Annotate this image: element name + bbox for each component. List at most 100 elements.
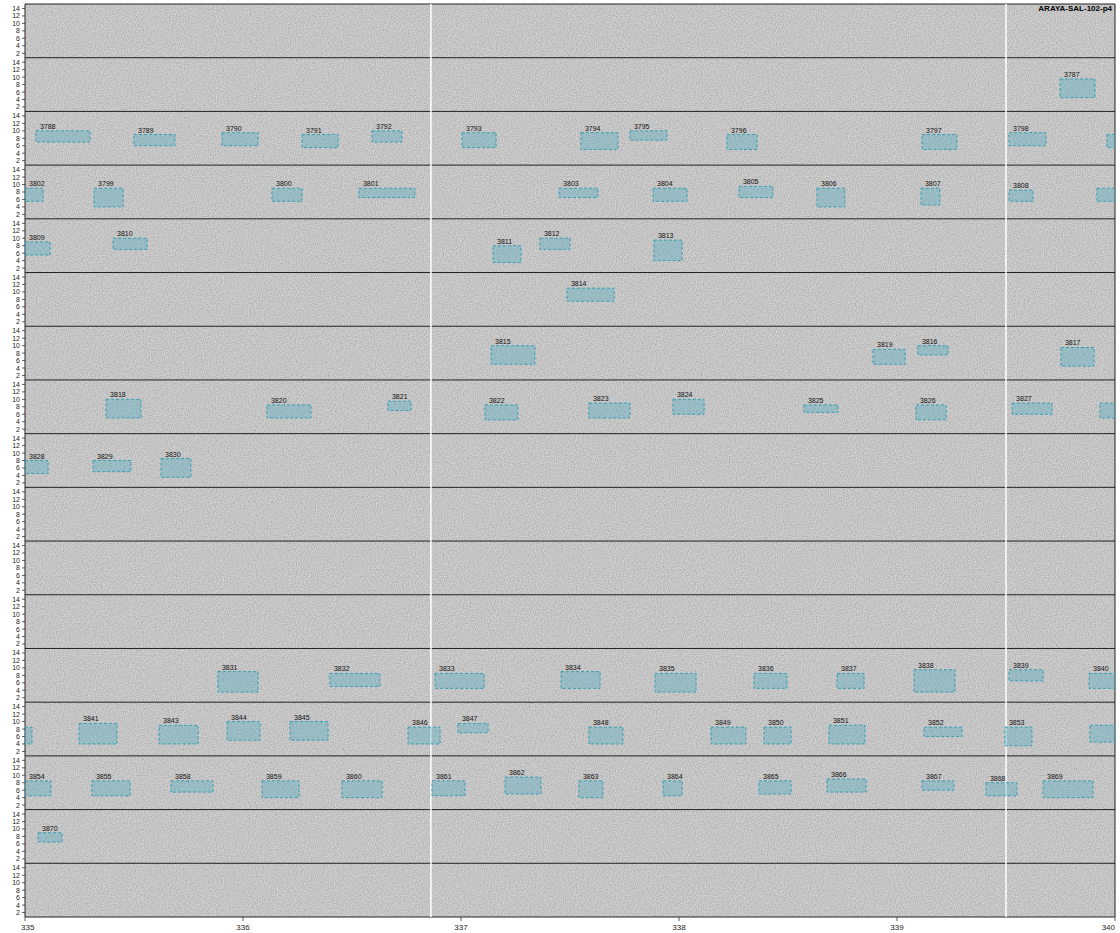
y-tick: [22, 238, 25, 239]
y-tick: [22, 743, 25, 744]
y-tick: [22, 667, 25, 668]
y-tick-label: 12: [12, 281, 20, 288]
y-tick-label: 14: [12, 542, 20, 549]
y-tick-label: 4: [16, 902, 20, 909]
y-tick-label: 14: [12, 59, 20, 66]
detection-box: [1090, 725, 1115, 742]
detection-label: 3789: [138, 127, 154, 134]
y-tick-label: 14: [12, 864, 20, 871]
detection-label: 3804: [657, 180, 673, 187]
y-tick-label: 8: [16, 296, 20, 303]
detection-box: [1100, 403, 1115, 418]
y-tick-label: 12: [12, 657, 20, 664]
detection-box: [408, 727, 440, 744]
detection-box: [924, 727, 962, 736]
y-tick-label: 14: [12, 220, 20, 227]
detection-label: 3840: [1093, 665, 1109, 672]
detection-label: 3809: [29, 234, 45, 241]
y-tick: [22, 145, 25, 146]
y-tick: [22, 353, 25, 354]
y-tick: [22, 675, 25, 676]
y-tick-label: 14: [12, 327, 20, 334]
y-tick-label: 2: [16, 479, 20, 486]
row-separator: [25, 165, 1115, 166]
detection-box: [458, 723, 488, 732]
y-tick: [22, 882, 25, 883]
y-tick-label: 8: [16, 511, 20, 518]
y-tick-label: 10: [12, 396, 20, 403]
detection-box: [759, 781, 791, 794]
y-tick-label: 4: [16, 526, 20, 533]
y-tick: [22, 506, 25, 507]
detection-box: [94, 188, 123, 207]
y-tick: [22, 123, 25, 124]
y-tick: [22, 660, 25, 661]
y-tick: [22, 45, 25, 46]
row-separator: [25, 702, 1115, 703]
detection-box: [161, 459, 191, 478]
detection-label: 3807: [925, 180, 941, 187]
y-tick: [22, 606, 25, 607]
y-tick: [22, 643, 25, 644]
detection-box: [171, 781, 213, 792]
y-tick: [22, 345, 25, 346]
y-tick: [22, 467, 25, 468]
detection-label: 3864: [667, 773, 683, 780]
detection-box: [159, 725, 198, 744]
detection-box: [432, 781, 465, 796]
detection-box: [567, 288, 614, 301]
detection-box: [1005, 727, 1032, 746]
y-tick: [22, 99, 25, 100]
y-tick: [22, 115, 25, 116]
detection-label: 3811: [497, 238, 512, 245]
y-tick: [22, 836, 25, 837]
y-tick-label: 2: [16, 533, 20, 540]
y-tick-label: 14: [12, 488, 20, 495]
y-tick-label: 8: [16, 833, 20, 840]
y-tick-label: 14: [12, 435, 20, 442]
y-tick-label: 8: [16, 350, 20, 357]
detection-label: 3806: [821, 180, 837, 187]
detection-box: [727, 135, 757, 150]
y-tick: [22, 199, 25, 200]
y-tick-label: 6: [16, 89, 20, 96]
y-tick-label: 4: [16, 203, 20, 210]
detection-box: [540, 238, 570, 249]
y-tick-label: 2: [16, 318, 20, 325]
detection-box: [227, 722, 260, 741]
detection-box: [579, 781, 603, 798]
row-separator: [25, 433, 1115, 434]
y-tick: [22, 15, 25, 16]
y-tick-label: 4: [16, 687, 20, 694]
y-tick-label: 4: [16, 794, 20, 801]
detection-box: [79, 723, 117, 744]
y-tick: [22, 614, 25, 615]
y-tick-label: 14: [12, 757, 20, 764]
y-tick-label: 6: [16, 626, 20, 633]
y-tick: [22, 23, 25, 24]
y-tick-label: 8: [16, 403, 20, 410]
y-tick: [22, 429, 25, 430]
y-tick: [22, 729, 25, 730]
y-tick-label: 14: [12, 166, 20, 173]
detection-box: [272, 188, 302, 201]
y-tick-label: 14: [12, 703, 20, 710]
detection-box: [739, 186, 773, 197]
y-tick: [22, 260, 25, 261]
y-tick: [22, 851, 25, 852]
y-tick-label: 8: [16, 672, 20, 679]
x-tick: [897, 917, 898, 921]
y-tick-label: 6: [16, 679, 20, 686]
y-tick-label: 6: [16, 196, 20, 203]
detection-label: 3865: [763, 773, 779, 780]
y-tick: [22, 206, 25, 207]
detection-box: [1097, 188, 1115, 201]
y-tick: [22, 514, 25, 515]
y-tick-label: 2: [16, 802, 20, 809]
row-separator: [25, 57, 1115, 58]
x-tick-label: 337: [454, 923, 468, 932]
detection-label: 3845: [294, 714, 310, 721]
detection-box: [290, 722, 328, 741]
y-tick-label: 8: [16, 887, 20, 894]
x-tick-label: 340: [1102, 923, 1116, 932]
